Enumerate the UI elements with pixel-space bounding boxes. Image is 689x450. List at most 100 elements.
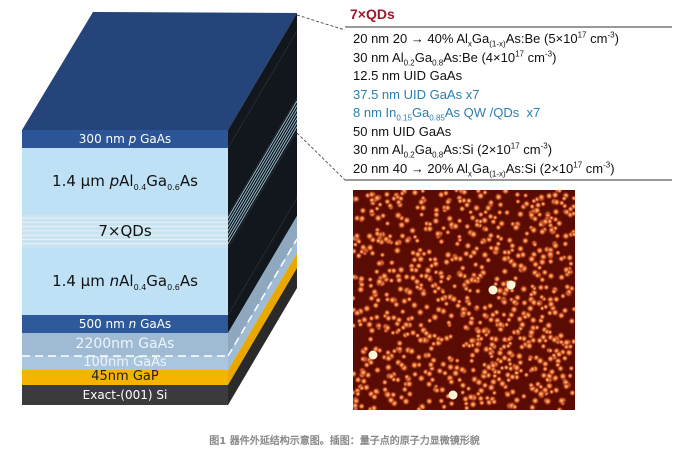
quantum-dot <box>405 287 415 297</box>
layer-label: 1.4 µm pAl0.4Ga0.6As <box>52 172 198 193</box>
layer-4 <box>22 315 228 333</box>
quantum-dot <box>449 294 459 304</box>
quantum-dot <box>542 283 550 291</box>
quantum-dot <box>567 260 575 267</box>
quantum-dot <box>477 211 485 218</box>
quantum-dot <box>373 230 381 238</box>
quantum-dot <box>554 350 564 359</box>
quantum-dot <box>488 340 497 349</box>
quantum-dot <box>538 293 545 301</box>
quantum-dot <box>546 271 556 281</box>
quantum-dot <box>511 403 519 410</box>
quantum-dot <box>368 207 376 215</box>
side-layer <box>228 239 297 370</box>
quantum-dot <box>566 372 574 380</box>
quantum-dot <box>516 261 526 271</box>
quantum-dot <box>568 365 575 372</box>
layer-7 <box>22 370 228 385</box>
quantum-dot <box>398 232 407 240</box>
layer-spec-line: 20 nm 40 → 20% AlxGa(1-x)As:Si (2×1017 c… <box>353 160 615 179</box>
layer-spec-line: 37.5 nm UID GaAs x7 <box>353 86 480 102</box>
layer-spec-line: 20 nm 20 → 40% AlxGa(1-x)As:Be (5×1017 c… <box>353 30 619 49</box>
quantum-dot <box>532 206 542 215</box>
quantum-dot <box>429 376 437 384</box>
quantum-dot <box>531 241 538 248</box>
quantum-dot <box>401 385 409 394</box>
quantum-dot <box>408 266 416 274</box>
quantum-dot <box>480 367 490 377</box>
quantum-dot <box>496 201 505 209</box>
quantum-dot <box>467 252 475 260</box>
quantum-dot <box>463 241 473 250</box>
quantum-dot <box>358 384 365 392</box>
quantum-dot <box>539 200 547 208</box>
quantum-dot <box>460 342 467 349</box>
quantum-dot <box>567 205 575 213</box>
quantum-dot <box>487 350 494 357</box>
quantum-dot <box>488 334 496 343</box>
quantum-dot <box>393 239 401 247</box>
quantum-dot <box>367 276 374 283</box>
quantum-dot <box>405 390 414 398</box>
quantum-dot <box>408 314 416 322</box>
quantum-dot <box>425 397 434 406</box>
quantum-dot <box>443 203 452 212</box>
quantum-dot <box>528 403 537 410</box>
qd-side-stripe <box>227 100 298 219</box>
quantum-dot <box>432 210 441 219</box>
quantum-dot <box>547 347 554 354</box>
quantum-dot <box>465 385 472 392</box>
quantum-dot <box>501 190 510 196</box>
quantum-dot <box>505 348 515 358</box>
quantum-dot <box>500 267 509 276</box>
quantum-dot <box>456 217 464 225</box>
quantum-dot <box>493 275 501 283</box>
quantum-dot <box>390 195 398 203</box>
quantum-dot <box>418 211 425 218</box>
quantum-dot <box>431 332 439 340</box>
quantum-dot <box>561 231 571 241</box>
quantum-dot <box>529 225 539 235</box>
quantum-dot <box>357 274 366 284</box>
quantum-dot <box>555 406 563 410</box>
quantum-dot <box>415 262 423 270</box>
quantum-dot <box>447 333 454 340</box>
quantum-dot <box>490 398 498 406</box>
quantum-dot <box>390 376 397 383</box>
quantum-dot <box>541 365 549 373</box>
quantum-dot <box>403 373 411 381</box>
layer-spec-line: 12.5 nm UID GaAs <box>353 68 463 83</box>
quantum-dot <box>453 190 460 194</box>
layer-label: 45nm GaP <box>91 369 159 385</box>
quantum-dot <box>353 308 362 317</box>
quantum-dot <box>370 392 379 401</box>
quantum-dot <box>399 190 406 197</box>
quantum-dot <box>384 354 393 363</box>
quantum-dot <box>519 284 529 294</box>
quantum-dot <box>546 329 553 336</box>
quantum-dot <box>520 392 528 400</box>
quantum-dot <box>486 302 494 310</box>
quantum-dot <box>395 198 403 206</box>
quantum-dot <box>461 323 470 332</box>
quantum-dot <box>487 315 495 324</box>
quantum-dot <box>570 195 575 202</box>
bright-dot <box>506 280 516 290</box>
quantum-dot <box>545 249 555 259</box>
quantum-dot <box>419 190 426 194</box>
quantum-dot <box>366 335 375 343</box>
quantum-dot <box>445 275 452 282</box>
quantum-dot <box>535 336 544 345</box>
quantum-dot <box>375 259 384 268</box>
quantum-dot <box>495 286 505 296</box>
layer-spec-line: 30 nm Al0.2Ga0.8As:Be (4×1017 cm-3) <box>353 49 557 68</box>
quantum-dot <box>499 279 508 289</box>
quantum-dot <box>402 272 411 281</box>
quantum-dot <box>427 344 436 353</box>
quantum-dot <box>362 345 370 353</box>
quantum-dot <box>439 360 448 369</box>
quantum-dot <box>353 194 361 203</box>
quantum-dot <box>451 254 460 263</box>
quantum-dot <box>474 377 484 387</box>
quantum-dot <box>389 391 397 399</box>
